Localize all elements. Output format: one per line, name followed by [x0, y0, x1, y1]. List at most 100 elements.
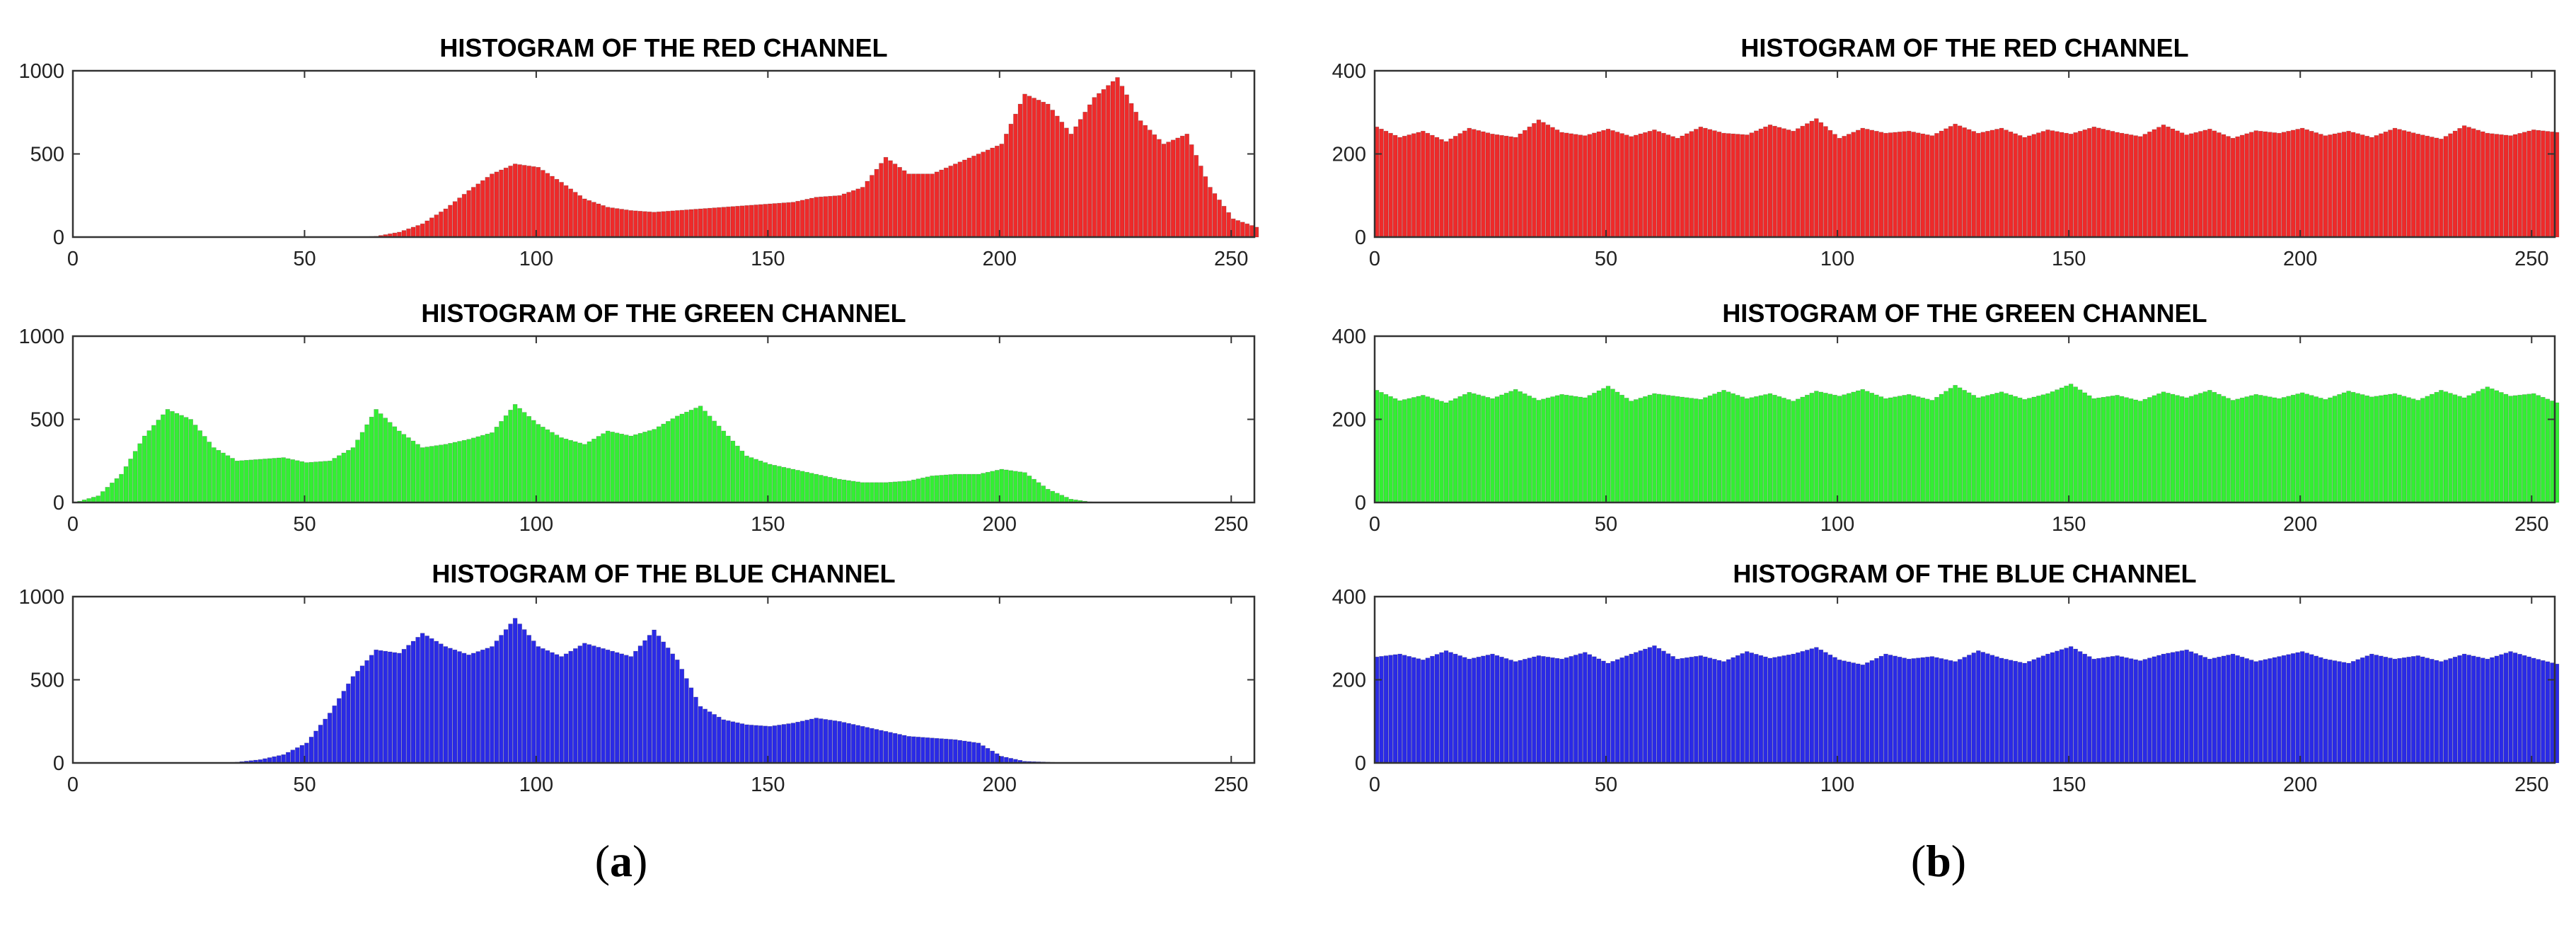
histogram-bar [2277, 132, 2282, 238]
histogram-bar [1814, 391, 1819, 503]
histogram-bar [948, 474, 953, 503]
y-tick-label: 0 [1355, 752, 1366, 775]
histogram-bar [1583, 135, 1588, 238]
histogram-bar [1731, 657, 1735, 764]
histogram-bar [1665, 395, 1671, 503]
histogram-bar [480, 180, 485, 238]
histogram-bar [1814, 118, 1819, 238]
histogram-bar [1694, 398, 1699, 503]
histogram-bar [1559, 132, 1564, 238]
histogram-bar [934, 475, 940, 503]
histogram-bar [1554, 395, 1560, 503]
histogram-bar [452, 649, 458, 764]
histogram-bar [526, 166, 532, 238]
histogram-bar [1055, 493, 1060, 503]
histogram-bar [1980, 396, 1986, 503]
histogram-bar [2161, 391, 2166, 503]
histogram-bar [1818, 649, 1824, 764]
histogram-bar [1184, 134, 1189, 238]
histogram-bar [1194, 155, 1199, 238]
histogram-bar [1388, 132, 1393, 238]
histogram-bar [503, 167, 509, 238]
histogram-bar [642, 211, 647, 238]
histogram-b-3: HISTOGRAM OF THE RED CHANNEL 0 50 100 150 200… [1332, 33, 2560, 270]
histogram-bar [541, 648, 545, 764]
histogram-bar [1106, 85, 1111, 238]
histogram-bar [406, 437, 411, 503]
histogram-bar [799, 720, 805, 764]
histogram-bar [786, 468, 791, 503]
histogram-bar [582, 643, 587, 764]
histogram-bar [1416, 658, 1421, 764]
histogram-bar [2545, 398, 2551, 503]
histogram-bar [1966, 655, 1972, 764]
histogram-bar [2337, 393, 2342, 503]
histogram-bar [2425, 135, 2430, 238]
histogram-bar [2434, 660, 2439, 764]
histogram-bar [712, 207, 717, 238]
histogram-bar [327, 713, 333, 764]
histogram-bar [1703, 397, 1708, 503]
histogram-bar [1689, 398, 1694, 503]
y-tick-label: 500 [30, 409, 64, 432]
histogram-bar [415, 444, 420, 503]
histogram-bar [1929, 400, 1935, 503]
histogram-bar [123, 466, 129, 503]
histogram-bar [925, 476, 930, 503]
histogram-bar [2318, 134, 2323, 238]
histogram-bar [1578, 653, 1583, 764]
histogram-bar [192, 425, 198, 503]
histogram-bar [531, 166, 536, 238]
histogram-bar [1624, 398, 1629, 503]
histogram-bar [744, 205, 749, 238]
histogram-bar [1735, 395, 1740, 503]
histogram-bar [781, 466, 787, 503]
histogram-bar [819, 718, 824, 764]
histogram-bar [244, 460, 249, 503]
histogram-bar [2031, 396, 2037, 503]
histogram-bar [1985, 131, 1990, 238]
histogram-bar [1837, 137, 1842, 238]
histogram-bar [939, 738, 944, 764]
histogram-bar [2448, 658, 2453, 764]
histogram-bar [1827, 654, 1833, 764]
histogram-bar [679, 669, 685, 764]
histogram-bar [610, 432, 615, 503]
histogram-bar [2128, 658, 2134, 764]
histogram-bar [1467, 392, 1472, 503]
histogram-bar [2531, 130, 2536, 238]
histogram-bar [2207, 658, 2212, 764]
histogram-bar [675, 210, 680, 238]
histogram-bar [2170, 393, 2176, 503]
histogram-bar [1805, 123, 1810, 238]
histogram-bar [1800, 125, 1806, 238]
histogram-bar [1943, 391, 1948, 503]
histogram-bar [990, 147, 995, 238]
y-tick-label: 500 [30, 144, 64, 166]
histogram-bar [1865, 662, 1870, 764]
histogram-bar [2152, 395, 2157, 503]
histogram-bar [2448, 393, 2453, 503]
histogram-bar [642, 432, 647, 503]
histogram-bar [1976, 397, 1981, 503]
histogram-bar [1605, 386, 1611, 503]
histogram-bar [2494, 390, 2500, 503]
histogram-bar [1763, 126, 1768, 238]
histogram-bar [2517, 394, 2522, 503]
chart-title: HISTOGRAM OF THE BLUE CHANNEL [432, 559, 895, 588]
histogram-bar [1652, 393, 1657, 503]
histogram-bar [860, 482, 865, 503]
histogram-bar [1249, 225, 1254, 238]
histogram-bar [1948, 126, 1953, 238]
histogram-bar [559, 437, 564, 503]
histogram-bar [703, 708, 707, 764]
x-tick-label: 150 [2052, 248, 2086, 270]
histogram-bar [1490, 134, 1495, 238]
histogram-bar [2512, 134, 2518, 238]
histogram-bar [1379, 128, 1384, 238]
histogram-bar [2309, 395, 2314, 503]
histogram-bar [2217, 132, 2222, 238]
histogram-bar [2263, 659, 2268, 764]
histogram-bar [2073, 648, 2078, 764]
histogram-bar [2119, 132, 2125, 238]
